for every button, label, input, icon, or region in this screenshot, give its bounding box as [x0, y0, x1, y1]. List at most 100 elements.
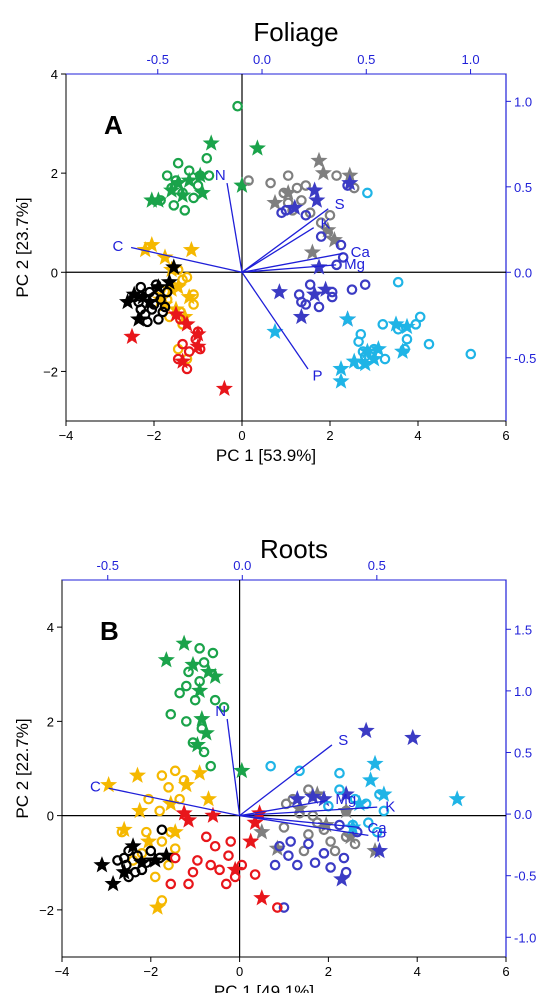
- data-point-star: [143, 191, 161, 208]
- data-point-star: [156, 248, 174, 265]
- data-point-star: [339, 310, 357, 327]
- data-point-circle: [323, 800, 334, 812]
- chart-title: Foliage: [253, 17, 338, 47]
- y-tick-label: 0: [51, 265, 58, 280]
- data-point-star: [246, 813, 264, 830]
- loading-vector-n: [226, 718, 241, 816]
- data-point-circle: [153, 314, 164, 325]
- data-point-star: [162, 794, 180, 812]
- data-point-circle: [283, 850, 294, 861]
- data-point-circle: [156, 770, 168, 781]
- data-point-circle: [359, 279, 371, 290]
- data-point-star: [130, 310, 148, 327]
- data-point-circle: [201, 152, 213, 164]
- chart-title: Roots: [260, 534, 328, 564]
- data-point-star: [337, 785, 355, 802]
- data-point-circle: [156, 836, 168, 847]
- data-point-star: [286, 198, 304, 216]
- data-point-star: [290, 799, 309, 816]
- data-point-star: [319, 221, 337, 238]
- data-point-star: [157, 846, 175, 863]
- top-tick-label: -0.5: [147, 52, 169, 67]
- data-point-star: [448, 790, 466, 807]
- data-point-star: [188, 735, 206, 753]
- data-point-star: [175, 634, 193, 651]
- data-point-circle: [187, 866, 199, 878]
- data-point-star: [197, 724, 215, 741]
- data-point-star: [180, 171, 198, 188]
- data-point-star: [332, 359, 350, 377]
- data-point-star: [163, 280, 181, 297]
- data-point-circle: [165, 709, 177, 720]
- data-point-star: [242, 832, 260, 849]
- data-point-star: [315, 790, 333, 807]
- series-green-star: [157, 634, 251, 779]
- data-point-circle: [249, 869, 261, 880]
- data-point-star: [387, 315, 405, 332]
- data-point-star: [337, 801, 355, 819]
- data-point-circle: [309, 857, 321, 869]
- data-point-circle: [181, 716, 192, 727]
- data-point-circle: [292, 859, 303, 871]
- data-point-star: [180, 288, 198, 305]
- data-point-star: [310, 151, 328, 169]
- data-point-star: [146, 851, 164, 868]
- data-point-circle: [223, 850, 234, 861]
- data-point-star: [350, 794, 369, 812]
- data-point-circle: [303, 829, 314, 840]
- x-axis-label: PC 1 [53.9%]: [216, 446, 316, 465]
- data-point-circle: [378, 805, 390, 817]
- data-point-star: [160, 273, 178, 290]
- data-point-circle: [112, 855, 123, 866]
- data-point-star: [191, 764, 209, 781]
- data-point-circle: [313, 301, 325, 313]
- right-tick-label: 0.0: [514, 807, 532, 822]
- right-tick-label: 0.5: [514, 180, 532, 195]
- data-point-circle: [304, 279, 316, 290]
- data-point-circle: [300, 180, 312, 191]
- data-point-circle: [236, 859, 248, 871]
- loading-label-n: N: [215, 167, 226, 184]
- x-tick-label: 4: [414, 964, 421, 979]
- data-point-circle: [225, 836, 237, 847]
- data-point-star: [193, 710, 211, 727]
- data-point-circle: [362, 187, 373, 199]
- loading-label-ca: Ca: [367, 820, 387, 837]
- data-point-star: [176, 307, 194, 325]
- data-point-circle: [205, 760, 217, 772]
- y-tick-label: 4: [47, 620, 54, 635]
- data-point-circle: [156, 824, 168, 836]
- data-point-star: [148, 898, 167, 915]
- data-point-star: [366, 754, 384, 772]
- x-tick-label: −4: [59, 428, 74, 443]
- data-point-circle: [198, 657, 210, 668]
- x-axis-label: PC 1 [49.1%]: [214, 982, 314, 993]
- y-tick-label: 0: [47, 809, 54, 824]
- data-point-circle: [269, 859, 281, 871]
- data-point-star: [362, 771, 380, 788]
- loading-vectors: N S Mg K CaP C: [90, 703, 395, 846]
- data-point-star: [166, 823, 184, 840]
- right-tick-label: 1.0: [514, 684, 532, 699]
- data-point-circle: [272, 902, 283, 913]
- data-point-circle: [181, 363, 193, 375]
- series-red-star: [123, 305, 233, 397]
- data-point-circle: [465, 348, 477, 360]
- data-point-star: [308, 191, 326, 208]
- loading-label-c: C: [90, 779, 101, 796]
- data-point-circle: [218, 701, 230, 713]
- data-point-star: [332, 372, 350, 389]
- loading-vector-n: [226, 182, 243, 273]
- data-point-circle: [265, 760, 276, 772]
- data-point-star: [191, 681, 209, 699]
- data-point-star: [266, 322, 284, 340]
- data-point-star: [317, 280, 335, 297]
- data-point-star: [268, 839, 286, 856]
- loading-label-n: N: [215, 703, 226, 720]
- data-point-star: [279, 183, 297, 201]
- data-point-star: [369, 340, 387, 357]
- series-green-star: [143, 134, 266, 208]
- data-point-circle: [181, 680, 192, 692]
